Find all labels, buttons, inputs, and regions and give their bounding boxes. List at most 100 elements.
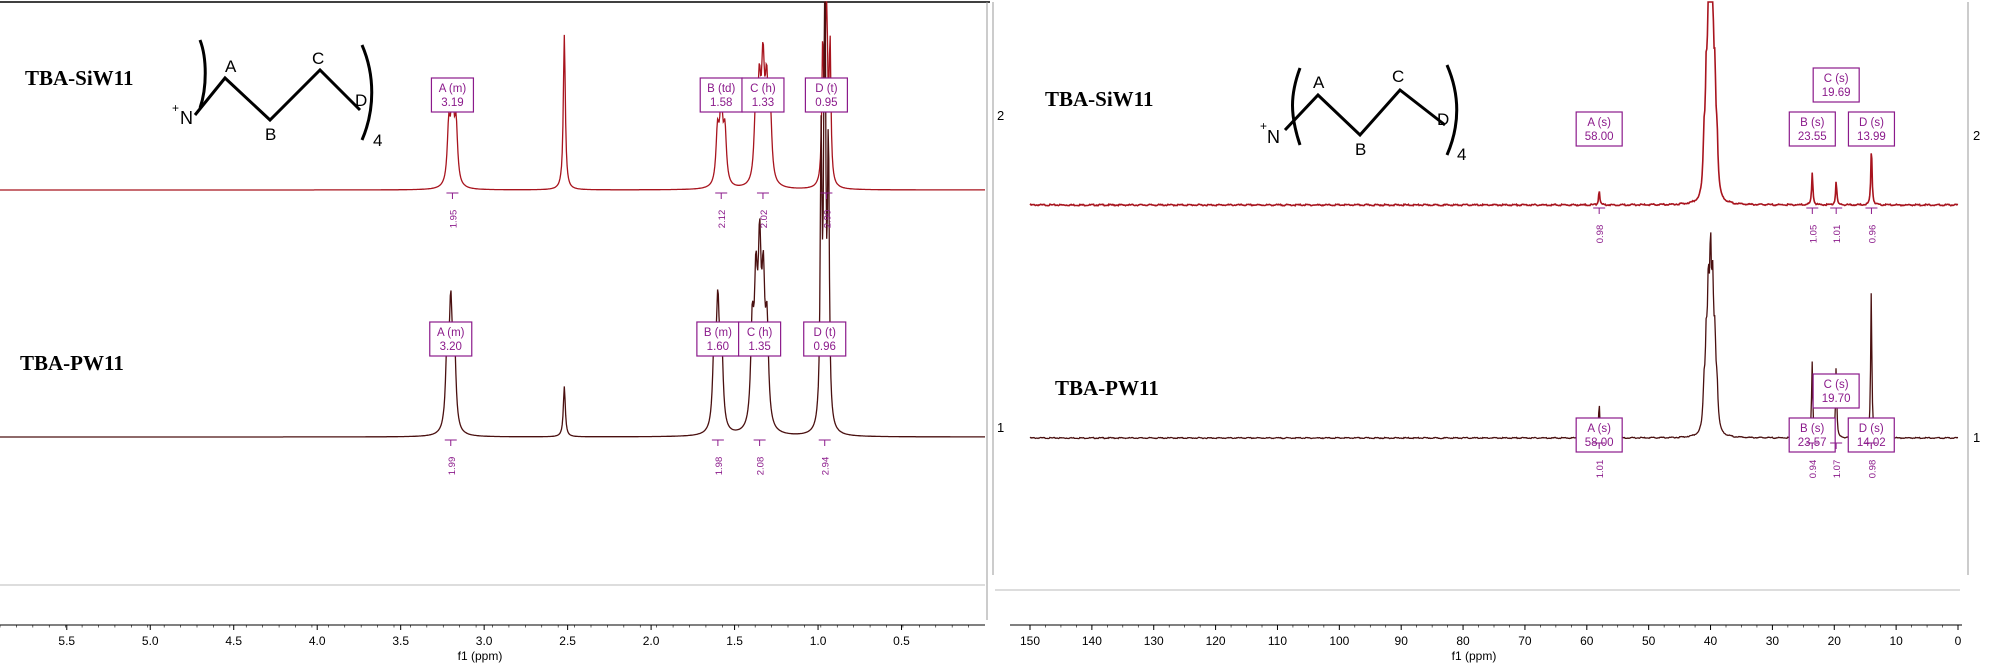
integral-value: 1.05 <box>1808 225 1819 244</box>
annotation-box <box>1575 111 1623 147</box>
peak-annotation: A (m) 3.20 <box>429 321 473 357</box>
annotation-value: 19.69 <box>1822 87 1851 99</box>
integral-marker: 1.95 <box>446 192 459 228</box>
integral-value: 0.96 <box>1867 225 1878 244</box>
integral-value: 0.98 <box>1867 460 1878 479</box>
annotation-box <box>803 321 847 357</box>
integral-marker: 1.01 <box>1593 442 1606 479</box>
structure-subscript: 4 <box>1457 145 1466 164</box>
structure-nitrogen: N <box>180 108 193 128</box>
x-tick-label: 4.5 <box>225 634 242 648</box>
integral-value: 1.01 <box>1832 225 1843 244</box>
structure-chain <box>193 67 362 123</box>
integral-marker: 1.05 <box>1806 207 1819 244</box>
x-tick-label: 150 <box>1020 634 1040 648</box>
h1-bottom-spectrum-label: TBA-PW11 <box>20 351 124 375</box>
peak-annotation: A (m) 3.19 <box>430 77 475 113</box>
structure-label-b: B <box>1355 140 1366 159</box>
annotation-box <box>1575 417 1623 453</box>
annotation-label: B (s) <box>1800 117 1824 129</box>
x-tick-label: 4.0 <box>309 634 326 648</box>
integral-marker: 0.98 <box>1593 207 1606 244</box>
c13-nmr-panel: 150 140 130 120 110 100 90 80 70 60 50 40 30 20 10 0 f1… <box>995 1 1980 663</box>
structure-label-c: C <box>312 49 324 68</box>
structure-label-c: C <box>1392 67 1404 86</box>
x-tick-label: 90 <box>1395 634 1409 648</box>
x-tick-label: 50 <box>1642 634 1656 648</box>
x-tick-label: 0 <box>1955 634 1962 648</box>
integral-value: 2.02 <box>759 210 770 229</box>
annotation-box <box>1788 111 1836 147</box>
peak-annotation: B (s) 23.55 <box>1788 111 1836 147</box>
structure-subscript: 4 <box>373 131 382 150</box>
x-tick-label: 70 <box>1518 634 1532 648</box>
peak-annotation: D (s) 13.99 <box>1847 111 1896 147</box>
integral-marker: 1.01 <box>1830 207 1843 244</box>
spectrum-trace-bottom <box>0 1 985 438</box>
x-tick-label: 10 <box>1889 634 1903 648</box>
annotation-box <box>699 77 743 113</box>
peak-annotation: C (h) 1.35 <box>738 321 782 357</box>
h1-annotations: A (m) 3.19 B (td) 1.58 C (h) 1.33 D (t) 0.95 1.9… <box>429 77 848 476</box>
annotation-label: A (s) <box>1587 117 1611 129</box>
h1-x-ticks: 5.5 5.0 4.5 4.0 3.5 3.0 2.5 2.0 1.5 1.0 0.5 <box>0 625 969 648</box>
annotation-label: A (m) <box>437 327 465 339</box>
integral-marker: 1.99 <box>444 439 458 476</box>
annotation-label: C (s) <box>1824 379 1849 391</box>
annotation-value: 58.00 <box>1585 131 1614 143</box>
x-tick-label: 1.5 <box>726 634 743 648</box>
integral-value: 2.90 <box>822 210 833 229</box>
h1-x-axis-label: f1 (ppm) <box>458 649 503 663</box>
x-tick-label: 130 <box>1144 634 1164 648</box>
c13-tba-structure: + N A B C D 4 <box>1260 64 1466 164</box>
structure-label-a: A <box>1313 73 1325 92</box>
integral-marker: 0.96 <box>1865 207 1878 244</box>
x-tick-label: 30 <box>1766 634 1780 648</box>
c13-bottom-spectrum-label: TBA-PW11 <box>1055 376 1159 400</box>
x-tick-label: 120 <box>1206 634 1226 648</box>
structure-label-d: D <box>355 91 367 110</box>
structure-right-paren <box>1445 64 1459 156</box>
annotation-label: B (s) <box>1800 423 1824 435</box>
annotation-label: D (s) <box>1859 423 1884 435</box>
annotation-value: 1.58 <box>710 97 732 109</box>
annotation-label: D (t) <box>814 327 837 339</box>
x-tick-label: 2.5 <box>559 634 576 648</box>
integral-value: 1.99 <box>447 457 458 476</box>
annotation-label: A (m) <box>439 83 467 95</box>
structure-right-paren <box>360 44 374 141</box>
annotation-value: 0.95 <box>815 97 837 109</box>
x-tick-label: 100 <box>1329 634 1349 648</box>
peak-annotation: B (td) 1.58 <box>699 77 743 113</box>
peak-annotation: D (t) 0.96 <box>803 321 847 357</box>
c13-x-axis-label: f1 (ppm) <box>1452 649 1497 663</box>
structure-left-paren <box>198 39 207 109</box>
c13-top-spectrum-label: TBA-SiW11 <box>1045 87 1154 111</box>
integral-marker: 0.94 <box>1806 442 1819 478</box>
annotation-value: 19.70 <box>1822 393 1851 405</box>
x-tick-label: 3.5 <box>392 634 409 648</box>
annotation-label: C (h) <box>750 83 776 95</box>
integral-value: 1.01 <box>1595 460 1606 479</box>
annotation-box <box>738 321 782 357</box>
integral-marker: 2.90 <box>820 192 833 229</box>
h1-tba-structure: + N A B C D 4 <box>172 39 382 150</box>
structure-left-paren <box>1291 67 1302 146</box>
h1-right-tick-2: 2 <box>997 108 1004 123</box>
x-tick-label: 0.5 <box>893 634 910 648</box>
peak-annotation: C (s) 19.69 <box>1812 67 1860 103</box>
structure-charge: + <box>1260 119 1267 133</box>
integral-marker: 2.12 <box>715 192 728 228</box>
peak-annotation: C (h) 1.33 <box>741 77 785 113</box>
x-tick-label: 5.0 <box>142 634 159 648</box>
annotation-value: 1.60 <box>707 341 729 353</box>
peak-annotation: B (m) 1.60 <box>696 321 740 357</box>
structure-label-d: D <box>1437 110 1449 129</box>
integral-marker: 1.07 <box>1830 442 1843 478</box>
annotation-label: B (m) <box>704 327 732 339</box>
integral-value: 0.98 <box>1595 225 1606 244</box>
annotation-value: 13.99 <box>1857 131 1886 143</box>
annotation-box <box>1847 111 1896 147</box>
